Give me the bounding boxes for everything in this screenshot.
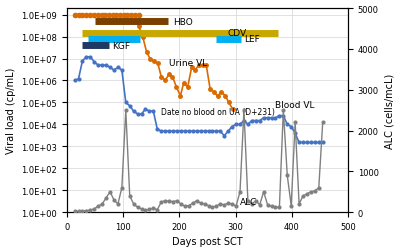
Text: Date no blood on UA (D+231): Date no blood on UA (D+231) (161, 108, 275, 116)
Text: CDV: CDV (227, 29, 246, 38)
Text: Urine VL: Urine VL (169, 59, 207, 68)
Text: KGF: KGF (112, 42, 130, 51)
Text: LEF: LEF (244, 35, 260, 44)
Y-axis label: ALC (cells/mcL): ALC (cells/mcL) (384, 73, 394, 148)
Y-axis label: Viral load (cp/mL): Viral load (cp/mL) (6, 68, 16, 154)
X-axis label: Days post SCT: Days post SCT (172, 237, 243, 246)
Text: HBO: HBO (174, 18, 193, 27)
Text: Blood VL: Blood VL (275, 101, 314, 110)
Text: ALC: ALC (240, 197, 257, 206)
